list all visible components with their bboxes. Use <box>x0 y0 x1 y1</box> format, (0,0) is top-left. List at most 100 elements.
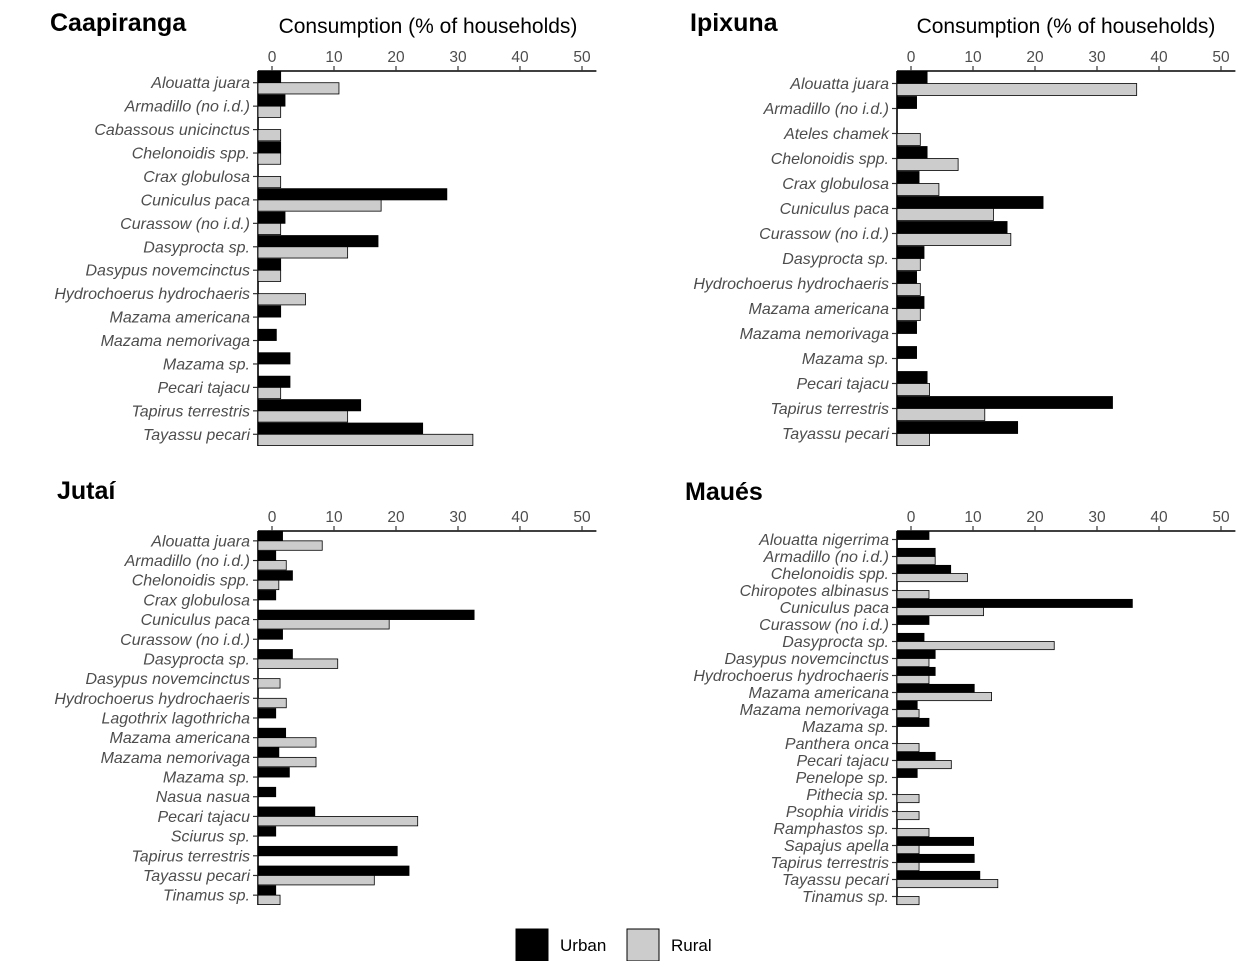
bar-rural <box>257 152 282 165</box>
category-label: Tayassu pecari <box>782 872 889 889</box>
bar-rural <box>257 560 287 571</box>
bar-urban <box>257 211 286 224</box>
bar-urban <box>257 141 282 154</box>
x-axis-title: Consumption (% of households) <box>279 15 578 38</box>
bar-rural <box>896 433 930 446</box>
bar-urban <box>257 422 424 435</box>
category-label: Cuniculus paca <box>141 192 251 209</box>
legend-label-rural: Rural <box>671 936 712 955</box>
x-tick-label: 20 <box>387 49 405 66</box>
bar-urban <box>896 421 1019 434</box>
category-label: Mazama sp. <box>163 770 250 787</box>
bar-urban <box>257 590 277 601</box>
panel-title: Ipixuna <box>690 9 779 37</box>
category-label: Nasua nasua <box>156 789 250 806</box>
category-label: Alouatta juara <box>789 76 889 93</box>
category-label: Curassow (no i.d.) <box>120 216 250 233</box>
bar-rural <box>257 82 340 95</box>
bar-urban <box>257 375 291 388</box>
category-label: Curassow (no i.d.) <box>120 632 250 649</box>
bar-rural <box>257 293 306 306</box>
bar-rural <box>896 590 930 600</box>
bar-urban <box>896 346 917 359</box>
bar-urban <box>896 246 925 259</box>
bar-rural <box>257 894 281 906</box>
category-label: Crax globulosa <box>143 592 250 609</box>
bar-rural <box>257 410 349 423</box>
bar-rural <box>257 176 282 189</box>
category-label: Pecari tajacu <box>158 809 251 826</box>
category-label: Armadillo (no i.d.) <box>763 549 889 566</box>
panel-4: Maués 0 10 20 30 40 50 Alouatta nigerrimaArmadi… <box>685 478 1236 906</box>
bar-rural <box>896 258 921 271</box>
bar-rural <box>896 607 984 617</box>
x-tick-label: 0 <box>268 49 277 66</box>
category-label: Armadillo (no i.d.) <box>124 553 250 570</box>
category-label: Dasypus novemcinctus <box>85 263 250 280</box>
category-label: Mazama nemorivaga <box>740 702 890 719</box>
category-label: Mazama nemorivaga <box>101 750 251 767</box>
bar-urban <box>257 609 475 620</box>
category-label: Mazama americana <box>749 301 890 318</box>
bar-rural <box>257 540 323 551</box>
category-label: Tapirus terrestris <box>131 848 250 865</box>
bar-urban <box>257 649 293 660</box>
category-label: Alouatta juara <box>150 533 250 550</box>
bar-rural <box>896 675 930 685</box>
bar-urban <box>896 146 928 159</box>
bar-rural <box>896 692 992 702</box>
bar-urban <box>896 530 930 540</box>
bar-rural <box>896 133 921 146</box>
bar-rural <box>257 697 287 709</box>
category-label: Chelonoidis spp. <box>771 566 889 583</box>
category-label: Tapirus terrestris <box>131 403 250 420</box>
bar-rural <box>257 678 281 689</box>
category-label: Dasyprocta sp. <box>143 239 250 256</box>
bar-urban <box>896 836 975 846</box>
bar-rural <box>896 811 920 821</box>
bar-rural <box>257 246 349 259</box>
category-label: Cuniculus paca <box>141 612 251 629</box>
category-label: Chelonoidis spp. <box>771 151 889 168</box>
bar-urban <box>257 550 277 561</box>
bar-rural <box>896 383 930 396</box>
bar-urban <box>257 399 362 412</box>
x-tick-label: 10 <box>325 49 343 66</box>
x-tick-label: 50 <box>1212 509 1230 526</box>
bar-rural <box>257 619 390 630</box>
bar-urban <box>896 853 975 863</box>
bar-urban <box>257 71 282 84</box>
bar-urban <box>896 564 952 574</box>
bar-rural <box>896 709 920 719</box>
bar-urban <box>896 649 936 659</box>
x-tick-label: 20 <box>1026 49 1044 66</box>
bar-urban <box>896 221 1008 234</box>
bar-rural <box>257 756 317 768</box>
bar-urban <box>257 708 277 719</box>
bar-urban <box>896 71 928 84</box>
x-axis-title: Consumption (% of households) <box>917 15 1216 38</box>
bar-rural <box>896 794 920 804</box>
category-label: Dasyprocta sp. <box>143 651 250 668</box>
category-label: Mazama nemorivaga <box>740 326 890 343</box>
bar-rural <box>896 573 968 583</box>
category-label: Alouatta nigerrima <box>758 532 889 549</box>
bar-urban <box>896 632 925 642</box>
category-label: Ramphastos sp. <box>773 821 889 838</box>
x-tick-label: 0 <box>268 509 277 526</box>
x-tick-label: 30 <box>449 509 467 526</box>
category-label: Tayassu pecari <box>782 426 889 443</box>
bar-urban <box>896 870 981 880</box>
bar-rural <box>257 105 282 118</box>
category-label: Mazama sp. <box>802 351 889 368</box>
panel-title: Maués <box>685 478 763 506</box>
bar-urban <box>257 845 398 857</box>
category-label: Hydrochoerus hydrochaeris <box>693 668 889 685</box>
bar-urban <box>896 196 1044 209</box>
bar-rural <box>257 129 282 142</box>
category-label: Alouatta juara <box>150 75 250 92</box>
category-label: Mazama sp. <box>163 356 250 373</box>
category-label: Mazama nemorivaga <box>101 333 251 350</box>
x-tick-label: 50 <box>1212 49 1230 66</box>
